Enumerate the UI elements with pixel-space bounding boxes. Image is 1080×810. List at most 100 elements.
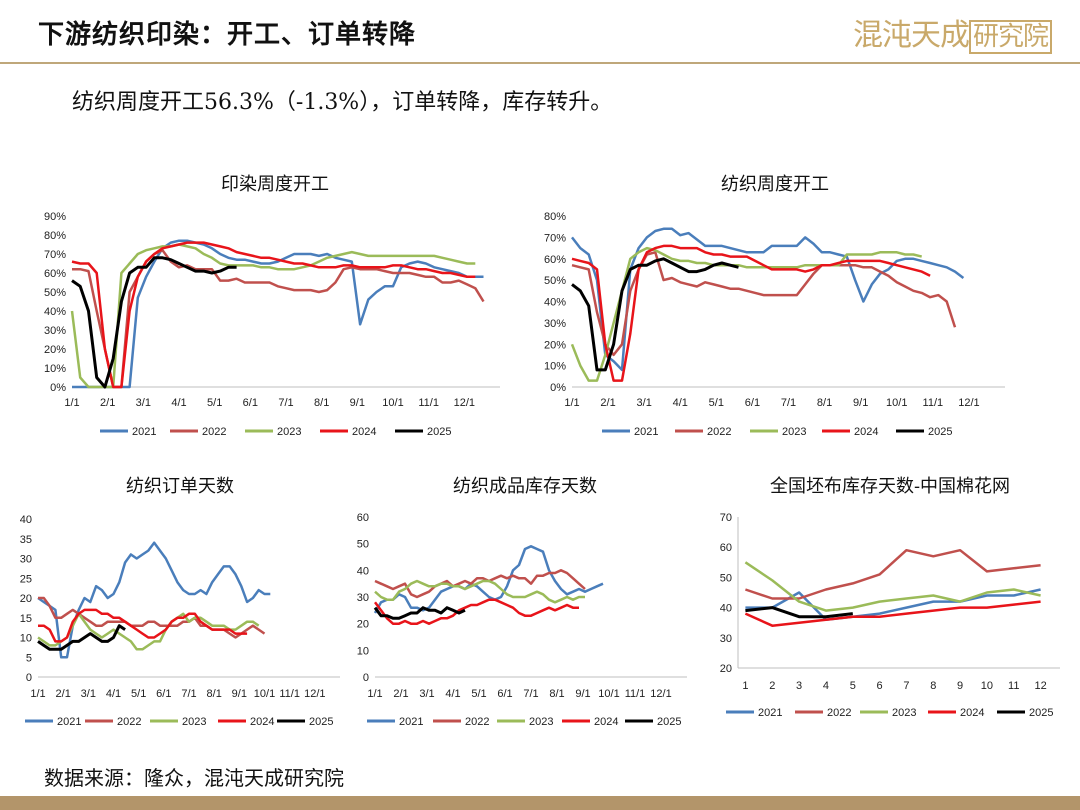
x-tick-label: 4/1 bbox=[171, 397, 186, 409]
y-tick-label: 50 bbox=[357, 539, 369, 551]
legend-label-2021: 2021 bbox=[634, 426, 658, 438]
y-tick-label: 20 bbox=[357, 619, 369, 631]
y-tick-label: 0 bbox=[363, 672, 369, 684]
x-tick-label: 12/1 bbox=[958, 397, 979, 409]
x-tick-label: 10/1 bbox=[254, 688, 275, 700]
legend-label-2023: 2023 bbox=[782, 426, 806, 438]
legend-label-2021: 2021 bbox=[57, 716, 81, 728]
series-line-2021 bbox=[72, 239, 484, 389]
series-line-2021 bbox=[745, 588, 1041, 621]
series-line-2025 bbox=[571, 257, 739, 372]
x-tick-label: 3/1 bbox=[81, 688, 96, 700]
y-tick-label: 35 bbox=[20, 534, 32, 546]
series-line-2023 bbox=[37, 612, 260, 651]
x-tick-label: 12 bbox=[1034, 680, 1046, 692]
x-tick-label: 9/1 bbox=[232, 688, 247, 700]
series-line-2023 bbox=[570, 246, 923, 382]
x-tick-label: 1/1 bbox=[64, 397, 79, 409]
legend-label-2021: 2021 bbox=[399, 716, 423, 728]
x-tick-label: 11/1 bbox=[625, 688, 646, 700]
y-tick-label: 30 bbox=[720, 633, 732, 645]
x-tick-label: 3/1 bbox=[419, 688, 434, 700]
x-tick-label: 4/1 bbox=[106, 688, 121, 700]
x-tick-label: 4/1 bbox=[673, 397, 688, 409]
x-tick-label: 7 bbox=[903, 680, 909, 692]
x-tick-label: 5/1 bbox=[131, 688, 146, 700]
legend-label-2024: 2024 bbox=[960, 707, 984, 719]
x-tick-label: 2 bbox=[769, 680, 775, 692]
x-tick-label: 4/1 bbox=[445, 688, 460, 700]
x-tick-label: 7/1 bbox=[278, 397, 293, 409]
y-tick-label: 40 bbox=[357, 565, 369, 577]
x-tick-label: 5/1 bbox=[709, 397, 724, 409]
series-line-2024 bbox=[744, 600, 1041, 627]
series-line-2023 bbox=[70, 243, 476, 389]
x-tick-label: 1/1 bbox=[564, 397, 579, 409]
legend-label-2021: 2021 bbox=[758, 707, 782, 719]
y-tick-label: 20% bbox=[44, 344, 66, 356]
x-tick-label: 10/1 bbox=[598, 688, 619, 700]
series-line-2025 bbox=[71, 256, 237, 389]
y-tick-label: 80% bbox=[544, 211, 566, 223]
x-tick-label: 3/1 bbox=[637, 397, 652, 409]
x-tick-label: 8/1 bbox=[549, 688, 564, 700]
x-tick-label: 11 bbox=[1008, 680, 1019, 692]
x-tick-label: 12/1 bbox=[650, 688, 671, 700]
series-line-2021 bbox=[571, 227, 965, 372]
y-tick-label: 10% bbox=[44, 363, 66, 375]
x-tick-label: 6/1 bbox=[156, 688, 171, 700]
brand-logo: 混沌天成 研究院 bbox=[853, 10, 1052, 54]
x-tick-label: 5/1 bbox=[207, 397, 222, 409]
legend-label-2025: 2025 bbox=[427, 426, 451, 438]
x-tick-label: 12/1 bbox=[304, 688, 325, 700]
y-tick-label: 50 bbox=[720, 572, 732, 584]
legend-label-2022: 2022 bbox=[117, 716, 141, 728]
x-tick-label: 5 bbox=[850, 680, 856, 692]
legend-label-2025: 2025 bbox=[309, 716, 333, 728]
x-tick-label: 3/1 bbox=[136, 397, 151, 409]
x-tick-label: 6 bbox=[877, 680, 883, 692]
y-tick-label: 40 bbox=[20, 514, 32, 526]
y-tick-label: 0 bbox=[26, 672, 32, 684]
y-tick-label: 5 bbox=[26, 652, 32, 664]
x-tick-label: 7/1 bbox=[781, 397, 796, 409]
header-divider bbox=[0, 62, 1080, 64]
y-tick-label: 40% bbox=[544, 297, 566, 309]
x-tick-label: 4 bbox=[823, 680, 829, 692]
y-tick-label: 70% bbox=[44, 249, 66, 261]
x-tick-label: 6/1 bbox=[745, 397, 760, 409]
legend-label-2023: 2023 bbox=[182, 716, 206, 728]
chart-weaving-operating-rate: 0% 10% 20% 30% 40% 50% 60% 70% 80% 1/1 2/1 3/1 4/1 5/… bbox=[544, 211, 1005, 438]
y-tick-label: 0% bbox=[50, 382, 66, 394]
x-tick-label: 8/1 bbox=[314, 397, 329, 409]
footer-bar bbox=[0, 796, 1080, 810]
y-tick-label: 10 bbox=[20, 633, 32, 645]
y-tick-label: 80% bbox=[44, 230, 66, 242]
x-tick-label: 9/1 bbox=[350, 397, 365, 409]
chart-dyeing-operating-rate: 0% 10% 20% 30% 40% 50% 60% 70% 80% 90% 1/1 2/1 3/1 4/… bbox=[44, 211, 500, 438]
x-tick-label: 1 bbox=[742, 680, 748, 692]
series-line-2025 bbox=[745, 606, 853, 619]
chart-finished-inventory-days: 0 10 20 30 40 50 60 1/1 2/1 3/1 4/1 5/1 6/1 7/1 8/1 9/1… bbox=[357, 512, 687, 728]
y-tick-label: 20 bbox=[720, 663, 732, 675]
series-line-2024 bbox=[38, 608, 248, 643]
series-line-2023 bbox=[374, 579, 585, 604]
chart-title-finished-inventory: 纺织成品库存天数 bbox=[453, 476, 597, 497]
y-tick-label: 30 bbox=[20, 554, 32, 566]
x-tick-label: 2/1 bbox=[56, 688, 71, 700]
legend-label-2025: 2025 bbox=[1029, 707, 1053, 719]
x-tick-label: 9/1 bbox=[575, 688, 590, 700]
x-tick-label: 10/1 bbox=[886, 397, 907, 409]
y-tick-label: 70% bbox=[544, 232, 566, 244]
x-tick-label: 7/1 bbox=[523, 688, 538, 700]
chart-title-orders: 纺织订单天数 bbox=[126, 476, 234, 497]
y-tick-label: 40% bbox=[44, 306, 66, 318]
summary-text: 纺织周度开工56.3%（-1.3%），订单转降，库存转升。 bbox=[72, 90, 613, 115]
x-tick-label: 9 bbox=[957, 680, 963, 692]
x-tick-label: 11/1 bbox=[279, 688, 300, 700]
y-tick-label: 10% bbox=[544, 361, 566, 373]
logo-text: 混沌天成 bbox=[852, 18, 970, 53]
x-tick-label: 12/1 bbox=[454, 397, 475, 409]
y-tick-label: 30% bbox=[544, 318, 566, 330]
